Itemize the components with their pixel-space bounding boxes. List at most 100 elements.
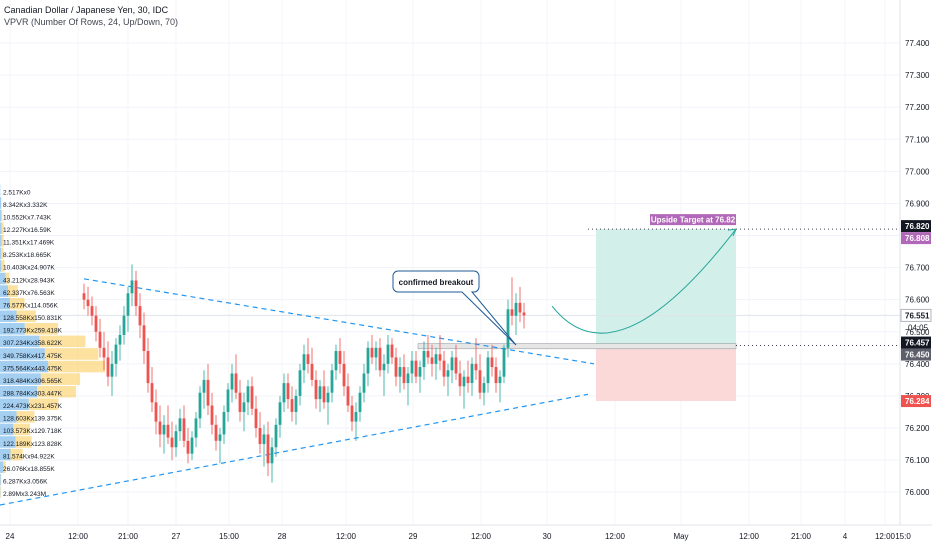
candle-body: [115, 345, 118, 364]
y-tick-label: 77.200: [905, 103, 930, 112]
candle-body: [147, 351, 150, 383]
candle-body: [283, 383, 286, 402]
x-tick-label: 15:0: [895, 532, 911, 541]
candle-body: [475, 364, 478, 370]
candle-body: [491, 357, 494, 367]
candle-body: [391, 345, 394, 358]
x-tick-label: 12:00: [875, 532, 896, 541]
candle-body: [99, 332, 102, 348]
vp-row-label: 76.577Kx114.056K: [3, 302, 58, 309]
candle-body: [163, 425, 166, 435]
vp-row-label: 318.484Kx306.565K: [3, 378, 63, 385]
candle-body: [363, 373, 366, 392]
candle-body: [267, 434, 270, 463]
candle-body: [143, 325, 146, 351]
candle-body: [343, 364, 346, 386]
y-tick-label: 76.900: [905, 199, 930, 208]
candle-body: [315, 380, 318, 399]
candle-body: [311, 364, 314, 380]
x-tick-label: 12:00: [471, 532, 492, 541]
chart-grid: [0, 0, 900, 525]
candle-body: [431, 357, 434, 363]
candle-body: [503, 348, 506, 377]
ascending-trendline: [0, 394, 588, 505]
candle-body: [271, 447, 274, 463]
candle-body: [507, 309, 510, 347]
x-tick-label: May: [673, 532, 688, 541]
price-axis: 77.40077.30077.20077.10077.00076.90076.8…: [900, 0, 932, 550]
candle-body: [459, 373, 462, 386]
candle-body: [331, 370, 334, 392]
candle-body: [443, 361, 446, 377]
candle-body: [303, 354, 306, 370]
candle-body: [483, 383, 486, 393]
candle-body: [135, 280, 138, 306]
candle-body: [167, 425, 170, 438]
candle-body: [159, 422, 162, 435]
x-tick-label: 12:00: [739, 532, 760, 541]
candle-body: [227, 390, 230, 412]
candle-body: [127, 293, 130, 315]
y-tick-label: 77.400: [905, 39, 930, 48]
candle-body: [439, 354, 442, 360]
candle-body: [291, 399, 294, 412]
symbol-title: Canadian Dollar / Japanese Yen, 30, IDC: [4, 4, 178, 16]
candle-body: [191, 438, 194, 454]
y-tick-label: 76.600: [905, 296, 930, 305]
candle-body: [323, 386, 326, 402]
vp-row-label: 62.337Kx76.563K: [3, 290, 55, 297]
candle-body: [123, 316, 126, 335]
x-tick-label: 12:00: [68, 532, 89, 541]
vp-bar-up: [0, 235, 1, 247]
candle-body: [183, 418, 186, 440]
candle-body: [339, 351, 342, 364]
x-tick-label: 12:00: [336, 532, 357, 541]
y-tick-label: 76.400: [905, 360, 930, 369]
y-tick-label: 77.300: [905, 71, 930, 80]
candle-body: [211, 406, 214, 425]
candle-body: [451, 357, 454, 370]
candle-countdown: 04:05: [908, 323, 929, 332]
vp-row-label: 8.253Kx18.665K: [3, 252, 52, 259]
candle-body: [399, 367, 402, 377]
candle-body: [235, 373, 238, 392]
vp-row-label: 10.552Kx7.743K: [3, 214, 52, 221]
candle-body: [299, 370, 302, 396]
target-stop-zones: [0, 229, 900, 401]
candle-body: [95, 316, 98, 332]
candle-body: [307, 354, 310, 364]
candle-body: [423, 351, 426, 367]
callout-text: confirmed breakout: [399, 278, 474, 287]
candle-body: [243, 402, 246, 412]
candle-body: [407, 373, 410, 383]
candle-body: [351, 406, 354, 422]
candle-body: [279, 402, 282, 424]
candle-body: [371, 348, 374, 358]
price-label-level-a: 76.457: [905, 339, 930, 348]
x-tick-label: 12:00: [605, 532, 626, 541]
target-zone: [596, 229, 736, 345]
vp-row-label: 2.517Kx0: [3, 189, 31, 196]
candle-body: [511, 309, 514, 315]
vp-row-label: 122.189Kx123.828K: [3, 441, 63, 448]
candle-body: [463, 377, 466, 387]
candle-body: [111, 364, 114, 377]
candle-body: [103, 348, 106, 358]
candle-body: [295, 396, 298, 412]
candle-body: [287, 383, 290, 399]
candle-body: [187, 441, 190, 454]
trendlines: [0, 279, 594, 505]
chart-header: Canadian Dollar / Japanese Yen, 30, IDC …: [4, 4, 178, 28]
vp-row-label: 307.234Kx358.622K: [3, 340, 63, 347]
price-label-target2: 76.808: [905, 234, 930, 243]
candle-body: [319, 386, 322, 399]
candle-body: [327, 393, 330, 403]
candle-body: [255, 409, 258, 428]
candle-body: [479, 370, 482, 392]
candle-body: [119, 335, 122, 345]
price-label-target: 76.820: [905, 222, 930, 231]
candle-body: [495, 367, 498, 383]
vp-bar-up: [0, 474, 1, 486]
candle-body: [175, 431, 178, 447]
